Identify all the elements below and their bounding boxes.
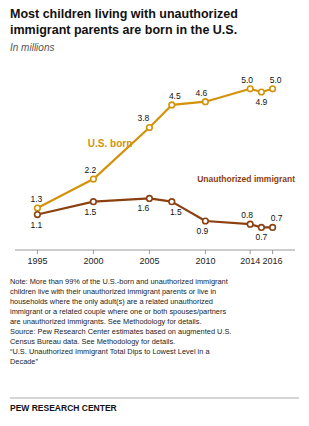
series-label: U.S. born: [88, 138, 132, 149]
text-line: Census Bureau data. See Methodology for …: [10, 337, 175, 346]
point: [247, 86, 253, 92]
subtitle: In millions: [10, 42, 54, 53]
data-label: 4.5: [169, 91, 181, 101]
x-tick: [93, 250, 94, 254]
data-label: 0.7: [271, 213, 283, 223]
point: [270, 86, 276, 92]
plot-area: [35, 86, 276, 230]
point: [203, 218, 209, 224]
text-line: “U.S. Unauthorized Immigrant Total Dips …: [10, 347, 210, 356]
title: Most children living with unauthorized im…: [10, 7, 238, 37]
x-tick-label: 1995: [27, 256, 47, 266]
x-tick: [250, 250, 251, 254]
data-label: 5.0: [241, 75, 253, 85]
text-line: immigrant or a related couple where one …: [10, 307, 226, 316]
x-tick-label: 2014: [240, 256, 260, 266]
text-line: Note: More than 99% of the U.S.-born and…: [10, 277, 228, 286]
text-line: Source: Pew Research Center estimates ba…: [10, 327, 231, 336]
point: [169, 102, 175, 108]
x-tick: [37, 250, 38, 254]
series-line: [37, 198, 272, 227]
x-tick: [149, 250, 150, 254]
point: [203, 99, 209, 105]
data-label: 2.2: [84, 165, 96, 175]
point: [35, 205, 41, 211]
x-tick-label: 2016: [263, 256, 283, 266]
data-label: 1.6: [137, 203, 149, 213]
data-label: 0.9: [196, 226, 208, 236]
point: [259, 225, 265, 231]
text-line: Decade”: [10, 357, 38, 366]
chart: Most children living with unauthorized im…: [0, 0, 309, 426]
data-label: 3.8: [137, 113, 149, 123]
x-tick-label: 2000: [83, 256, 103, 266]
x-axis: [15, 250, 295, 251]
point: [35, 212, 41, 218]
series-label: Unauthorized immigrant: [197, 174, 295, 184]
text-line: Most children living with unauthorized: [10, 7, 238, 21]
note: Note: More than 99% of the U.S.-born and…: [10, 277, 231, 366]
data-labels: 1.3 2.2 3.8 4.5 4.6 5.0 4.9 5.0 1.1 1.5 1.6 1.5 0.9 0…: [30, 75, 282, 243]
series-line: [37, 89, 272, 208]
data-label: 1.1: [30, 220, 42, 230]
data-label: 5.0: [270, 75, 282, 85]
data-label: 1.5: [84, 207, 96, 217]
point: [147, 125, 153, 131]
point: [247, 221, 253, 227]
x-tick: [205, 250, 206, 254]
text-line: children live with their unauthorized im…: [10, 287, 216, 296]
data-label: 1.3: [30, 194, 42, 204]
text-line: households where the only adult(s) are a…: [10, 297, 213, 306]
point: [270, 225, 276, 231]
data-label: 1.5: [170, 207, 182, 217]
text-line: immigrant parents are born in the U.S.: [10, 23, 237, 37]
data-label: 4.9: [255, 97, 267, 107]
point: [147, 196, 153, 202]
data-label: 0.8: [241, 210, 253, 220]
data-label: 4.6: [195, 88, 207, 98]
point: [91, 176, 97, 182]
point: [169, 199, 175, 205]
text-line: are unauthorized immigrants. See Methodo…: [10, 317, 201, 326]
data-label: 0.7: [255, 232, 267, 242]
separator: [10, 398, 299, 399]
x-tick-label: 2010: [195, 256, 215, 266]
x-tick-label: 2005: [139, 256, 159, 266]
footer: PEW RESEARCH CENTER: [10, 403, 117, 413]
point: [259, 89, 265, 95]
x-tick: [272, 250, 273, 254]
point: [91, 199, 97, 205]
